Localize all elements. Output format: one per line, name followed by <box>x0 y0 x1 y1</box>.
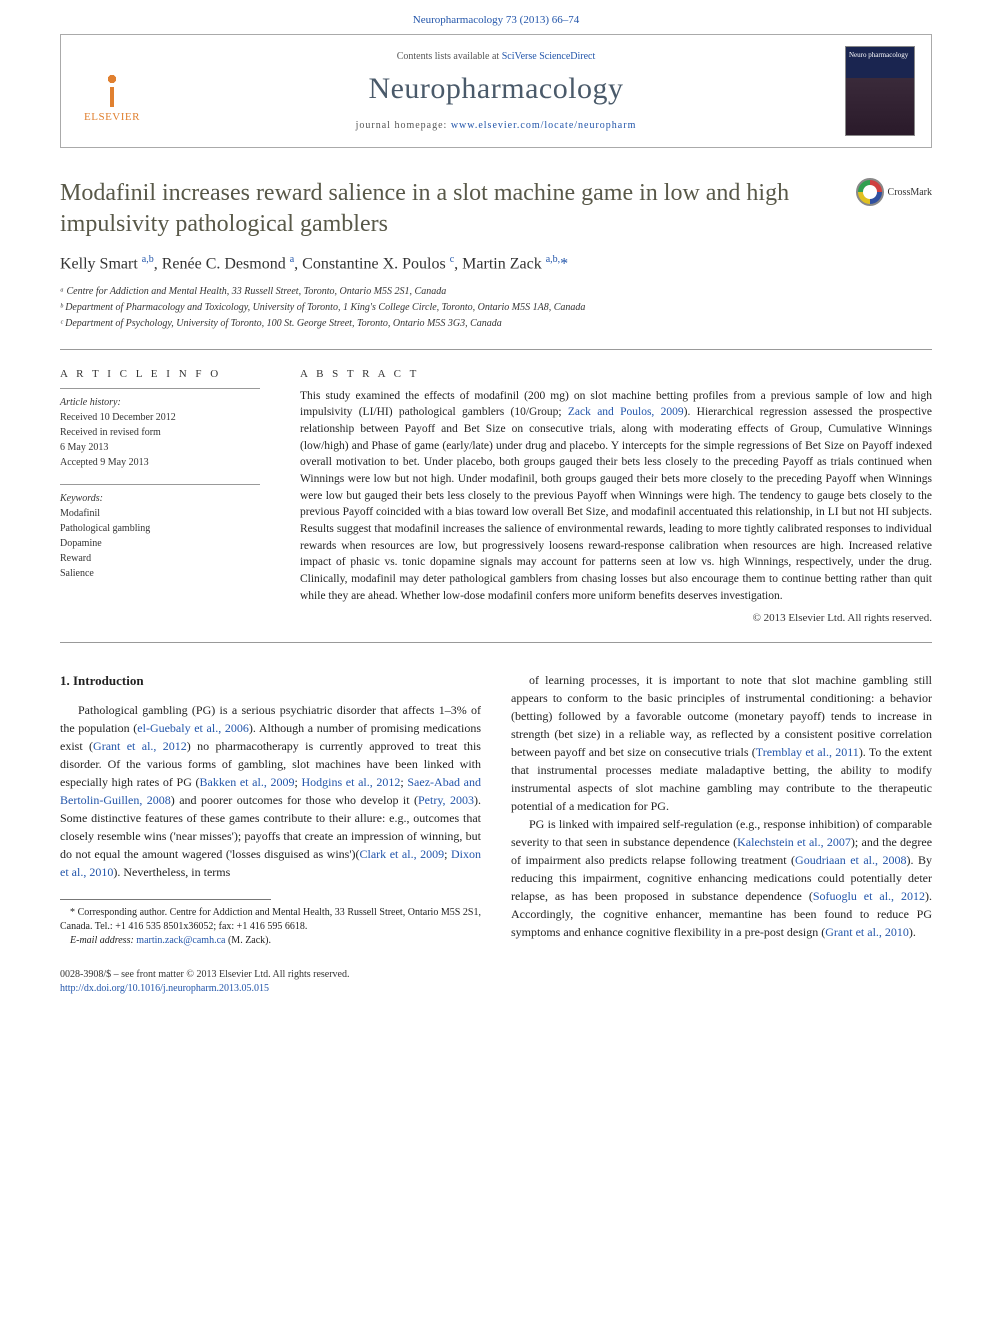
abstract-text: This study examined the effects of modaf… <box>300 388 932 605</box>
crossmark-label: CrossMark <box>888 187 932 198</box>
divider <box>60 642 932 643</box>
keywords-block: Keywords: Modafinil Pathological gamblin… <box>60 484 260 581</box>
body-two-column: 1. Introduction Pathological gambling (P… <box>60 671 932 948</box>
journal-top-reference[interactable]: Neuropharmacology 73 (2013) 66–74 <box>0 0 992 34</box>
keyword: Modafinil <box>60 506 260 521</box>
email-label: E-mail address: <box>70 935 136 946</box>
section-heading: 1. Introduction <box>60 671 481 691</box>
journal-homepage-line: journal homepage: www.elsevier.com/locat… <box>171 120 821 131</box>
elsevier-tree-icon <box>87 59 137 109</box>
body-paragraph: of learning processes, it is important t… <box>511 671 932 815</box>
article-info-header: A R T I C L E I N F O <box>60 368 260 380</box>
affiliation: ᶜ Department of Psychology, University o… <box>60 316 932 331</box>
doi-link[interactable]: http://dx.doi.org/10.1016/j.neuropharm.2… <box>60 983 269 994</box>
page-footer: 0028-3908/$ – see front matter © 2013 El… <box>60 968 932 996</box>
history-line: 6 May 2013 <box>60 440 260 455</box>
keyword: Pathological gambling <box>60 521 260 536</box>
citation-link[interactable]: Petry, 2003 <box>418 793 474 807</box>
publisher-name: ELSEVIER <box>77 111 147 123</box>
journal-header-box: ELSEVIER Contents lists available at Sci… <box>60 34 932 148</box>
homepage-prefix: journal homepage: <box>356 120 451 131</box>
elsevier-logo[interactable]: ELSEVIER <box>77 59 147 123</box>
citation-link[interactable]: Bakken et al., 2009 <box>200 775 295 789</box>
abstract-section: A B S T R A C T This study examined the … <box>300 368 932 625</box>
citation-link[interactable]: Sofuoglu et al., 2012 <box>813 889 925 903</box>
crossmark-icon <box>856 178 884 206</box>
article-history-block: Article history: Received 10 December 20… <box>60 388 260 470</box>
affiliation: ᵃ Centre for Addiction and Mental Health… <box>60 284 932 299</box>
keywords-label: Keywords: <box>60 491 260 506</box>
article-info-sidebar: A R T I C L E I N F O Article history: R… <box>60 368 260 625</box>
article-title: Modafinil increases reward salience in a… <box>60 178 836 240</box>
contents-prefix: Contents lists available at <box>397 51 502 62</box>
history-line: Received in revised form <box>60 425 260 440</box>
column-right: of learning processes, it is important t… <box>511 671 932 948</box>
email-link[interactable]: martin.zack@camh.ca <box>136 935 225 946</box>
divider <box>60 349 932 350</box>
citation-link[interactable]: Zack and Poulos, 2009 <box>568 406 684 418</box>
authors-line: Kelly Smart a,b, Renée C. Desmond a, Con… <box>60 254 932 273</box>
citation-link[interactable]: el-Guebaly et al., 2006 <box>137 721 249 735</box>
affiliations: ᵃ Centre for Addiction and Mental Health… <box>60 284 932 331</box>
citation-link[interactable]: Tremblay et al., 2011 <box>756 745 859 759</box>
footnote-rule <box>60 899 271 900</box>
journal-cover-thumbnail[interactable]: Neuro pharmacology <box>845 46 915 136</box>
citation-link[interactable]: Grant et al., 2012 <box>93 739 187 753</box>
email-footnote: E-mail address: martin.zack@camh.ca (M. … <box>60 934 481 948</box>
history-line: Accepted 9 May 2013 <box>60 455 260 470</box>
journal-name: Neuropharmacology <box>171 72 821 106</box>
citation-link[interactable]: Kalechstein et al., 2007 <box>737 835 851 849</box>
abstract-copyright: © 2013 Elsevier Ltd. All rights reserved… <box>300 612 932 624</box>
citation-link[interactable]: Goudriaan et al., 2008 <box>795 853 906 867</box>
corresponding-author-footnote: * Corresponding author. Centre for Addic… <box>60 906 481 934</box>
contents-available-line: Contents lists available at SciVerse Sci… <box>171 51 821 62</box>
journal-homepage-url[interactable]: www.elsevier.com/locate/neuropharm <box>451 120 637 131</box>
email-suffix: (M. Zack). <box>225 935 271 946</box>
column-left: 1. Introduction Pathological gambling (P… <box>60 671 481 948</box>
body-paragraph: Pathological gambling (PG) is a serious … <box>60 701 481 881</box>
keyword: Dopamine <box>60 536 260 551</box>
citation-link[interactable]: Grant et al., 2010 <box>825 925 909 939</box>
sciencedirect-link[interactable]: SciVerse ScienceDirect <box>502 51 596 62</box>
keyword: Reward <box>60 551 260 566</box>
affiliation: ᵇ Department of Pharmacology and Toxicol… <box>60 300 932 315</box>
citation-link[interactable]: Hodgins et al., 2012 <box>301 775 400 789</box>
history-label: Article history: <box>60 395 260 410</box>
history-line: Received 10 December 2012 <box>60 410 260 425</box>
abstract-header: A B S T R A C T <box>300 368 932 380</box>
issn-line: 0028-3908/$ – see front matter © 2013 El… <box>60 968 932 982</box>
citation-link[interactable]: Clark et al., 2009 <box>360 847 445 861</box>
body-paragraph: PG is linked with impaired self-regulati… <box>511 815 932 941</box>
cover-thumb-title: Neuro pharmacology <box>846 47 914 63</box>
crossmark-badge[interactable]: CrossMark <box>856 178 932 206</box>
keyword: Salience <box>60 566 260 581</box>
